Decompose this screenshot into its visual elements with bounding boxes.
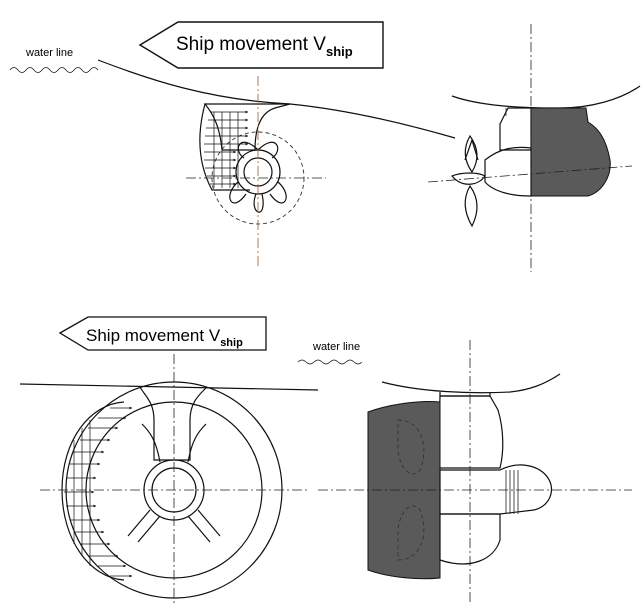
- bottom-ship-movement-label: Ship movement Vship: [86, 326, 243, 349]
- bottom-pod-front-view: [19, 354, 319, 604]
- bottom-ship-movement-arrow: Ship movement Vship: [58, 316, 267, 351]
- top-ship-movement-label: Ship movement Vship: [176, 34, 353, 59]
- bottom-pod-fins: [505, 470, 519, 514]
- top-wake-profile-arrows: [204, 110, 249, 188]
- top-pod-rear-view: [186, 76, 326, 268]
- bottom-wake-profile-arrows: [64, 406, 133, 578]
- bottom-panel: Ship movement Vship water line: [19, 316, 632, 604]
- top-panel: Ship movement Vship water line: [9, 21, 641, 272]
- top-water-line-wave-icon: [9, 67, 99, 73]
- top-pod-side-view: [427, 24, 641, 272]
- top-hull-line: [97, 59, 456, 139]
- top-water-line-label: water line: [25, 47, 73, 59]
- bottom-water-line-label: water line: [312, 341, 360, 353]
- top-ship-movement-arrow: Ship movement Vship: [138, 21, 384, 69]
- bottom-water-line-wave-icon: [297, 359, 363, 365]
- bottom-pod-side-view: [318, 340, 632, 604]
